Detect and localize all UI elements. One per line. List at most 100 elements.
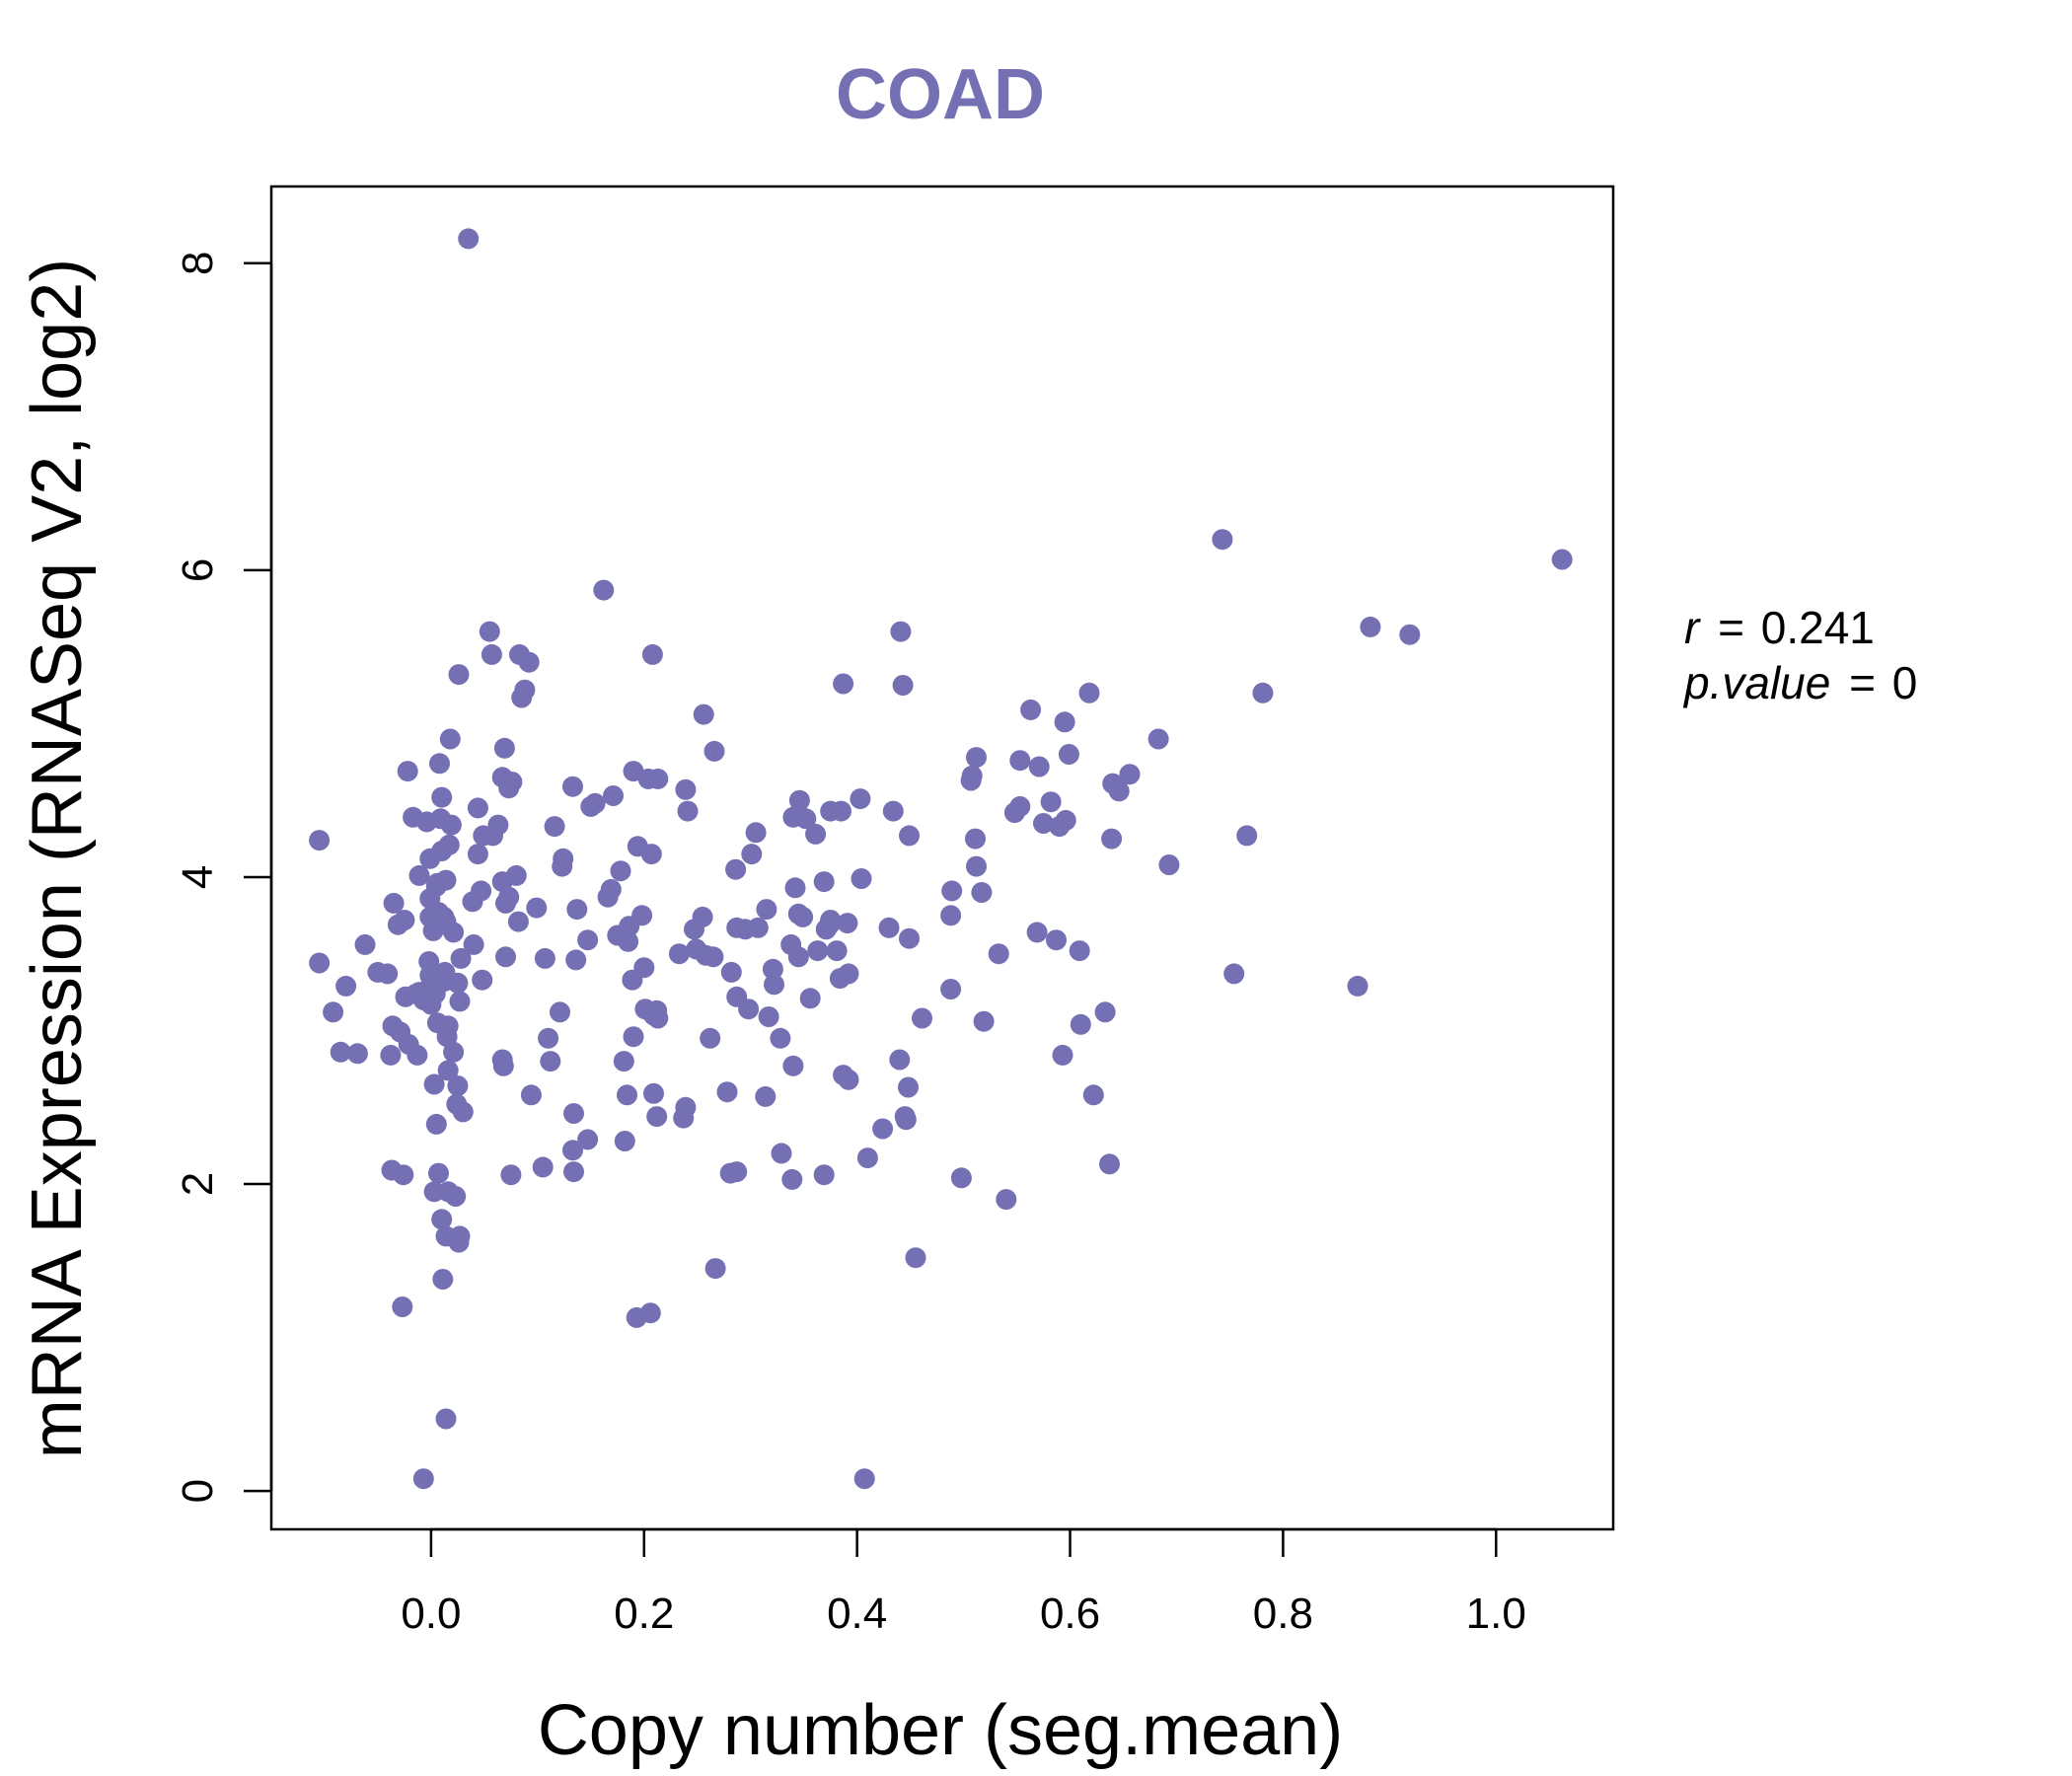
data-point: [899, 825, 920, 847]
data-point: [813, 871, 835, 893]
x-tick-label: 0.2: [614, 1590, 674, 1638]
data-point: [941, 880, 963, 902]
data-point: [563, 1103, 584, 1124]
data-point: [481, 643, 502, 665]
y-tick-label: 0: [174, 1479, 222, 1503]
r-equals: =: [1718, 602, 1744, 653]
data-point: [498, 777, 520, 799]
data-point: [435, 1408, 457, 1430]
data-point: [1052, 1044, 1073, 1066]
data-point: [905, 1247, 926, 1269]
data-point: [784, 877, 806, 899]
data-point: [447, 1075, 469, 1096]
data-point: [758, 1006, 779, 1027]
data-point: [684, 919, 704, 940]
data-point: [850, 788, 871, 810]
data-point: [1082, 1084, 1104, 1106]
y-axis: 0 2 4 6 8: [174, 252, 273, 1503]
data-point: [764, 974, 784, 996]
data-point: [614, 1131, 635, 1151]
data-point: [668, 943, 690, 965]
data-point: [703, 946, 724, 968]
r-value: 0.241: [1761, 602, 1875, 653]
data-point: [420, 994, 442, 1015]
data-point: [544, 816, 565, 838]
data-point: [431, 786, 453, 808]
points-layer: [309, 228, 1573, 1490]
data-point: [603, 785, 624, 806]
data-point: [878, 917, 900, 938]
data-point: [882, 800, 904, 822]
data-point: [458, 228, 480, 250]
data-point: [792, 906, 814, 927]
data-point: [646, 1106, 668, 1128]
data-point: [1020, 699, 1042, 720]
data-point: [899, 927, 920, 949]
data-point: [462, 891, 483, 913]
data-point: [781, 1168, 803, 1190]
data-point: [693, 703, 714, 725]
data-point: [771, 1143, 792, 1164]
data-point: [1108, 780, 1130, 802]
data-point: [895, 1109, 917, 1131]
data-point: [673, 1107, 695, 1129]
data-point: [1099, 1153, 1120, 1175]
data-point: [1094, 1001, 1116, 1023]
data-point: [526, 897, 548, 919]
data-point: [577, 1129, 599, 1150]
data-point: [1033, 813, 1054, 834]
data-point: [738, 999, 760, 1020]
data-point: [580, 795, 602, 817]
x-tick-label: 0.6: [1040, 1590, 1100, 1638]
data-point: [445, 1186, 467, 1207]
data-point: [593, 579, 615, 601]
data-point: [745, 822, 767, 844]
data-point: [449, 991, 471, 1012]
data-point: [377, 963, 399, 985]
data-point: [443, 1041, 465, 1063]
x-axis: 0.0 0.2 0.4 0.6 0.8 1.0: [401, 1527, 1526, 1638]
p-label: p.value: [1682, 657, 1830, 708]
data-point: [540, 1051, 561, 1073]
data-point: [795, 808, 817, 830]
data-point: [1360, 616, 1381, 637]
data-point: [309, 830, 331, 851]
data-point: [966, 855, 987, 877]
data-point: [813, 1164, 835, 1186]
p-value: 0: [1892, 657, 1918, 708]
pvalue-annotation: p.value = 0: [1682, 657, 1917, 708]
data-point: [467, 844, 488, 865]
data-point: [782, 1055, 804, 1076]
x-axis-label: Copy number (seg.mean): [538, 1691, 1343, 1770]
data-point: [805, 823, 827, 845]
data-point: [640, 844, 662, 865]
data-point: [532, 1156, 554, 1178]
data-point: [940, 905, 962, 926]
data-point: [565, 949, 587, 971]
data-point: [741, 844, 763, 865]
data-point: [1069, 940, 1090, 962]
data-point: [617, 1084, 637, 1106]
data-point: [853, 1468, 875, 1490]
data-point: [429, 753, 450, 775]
data-point: [495, 892, 516, 914]
data-point: [419, 848, 441, 869]
data-point: [428, 1162, 449, 1184]
data-point: [719, 1162, 741, 1184]
data-point: [851, 868, 872, 889]
x-tick-label: 1.0: [1466, 1590, 1526, 1638]
data-point: [890, 621, 912, 642]
data-point: [448, 664, 470, 686]
data-point: [534, 947, 555, 969]
data-point: [430, 808, 452, 830]
data-point: [1003, 802, 1025, 824]
data-point: [829, 968, 851, 990]
data-point: [538, 1027, 559, 1049]
data-point: [815, 919, 837, 940]
data-point: [973, 1010, 995, 1032]
data-point: [996, 1189, 1017, 1211]
data-point: [610, 860, 631, 882]
data-point: [392, 1296, 413, 1317]
data-point: [383, 892, 405, 914]
data-point: [566, 899, 588, 921]
